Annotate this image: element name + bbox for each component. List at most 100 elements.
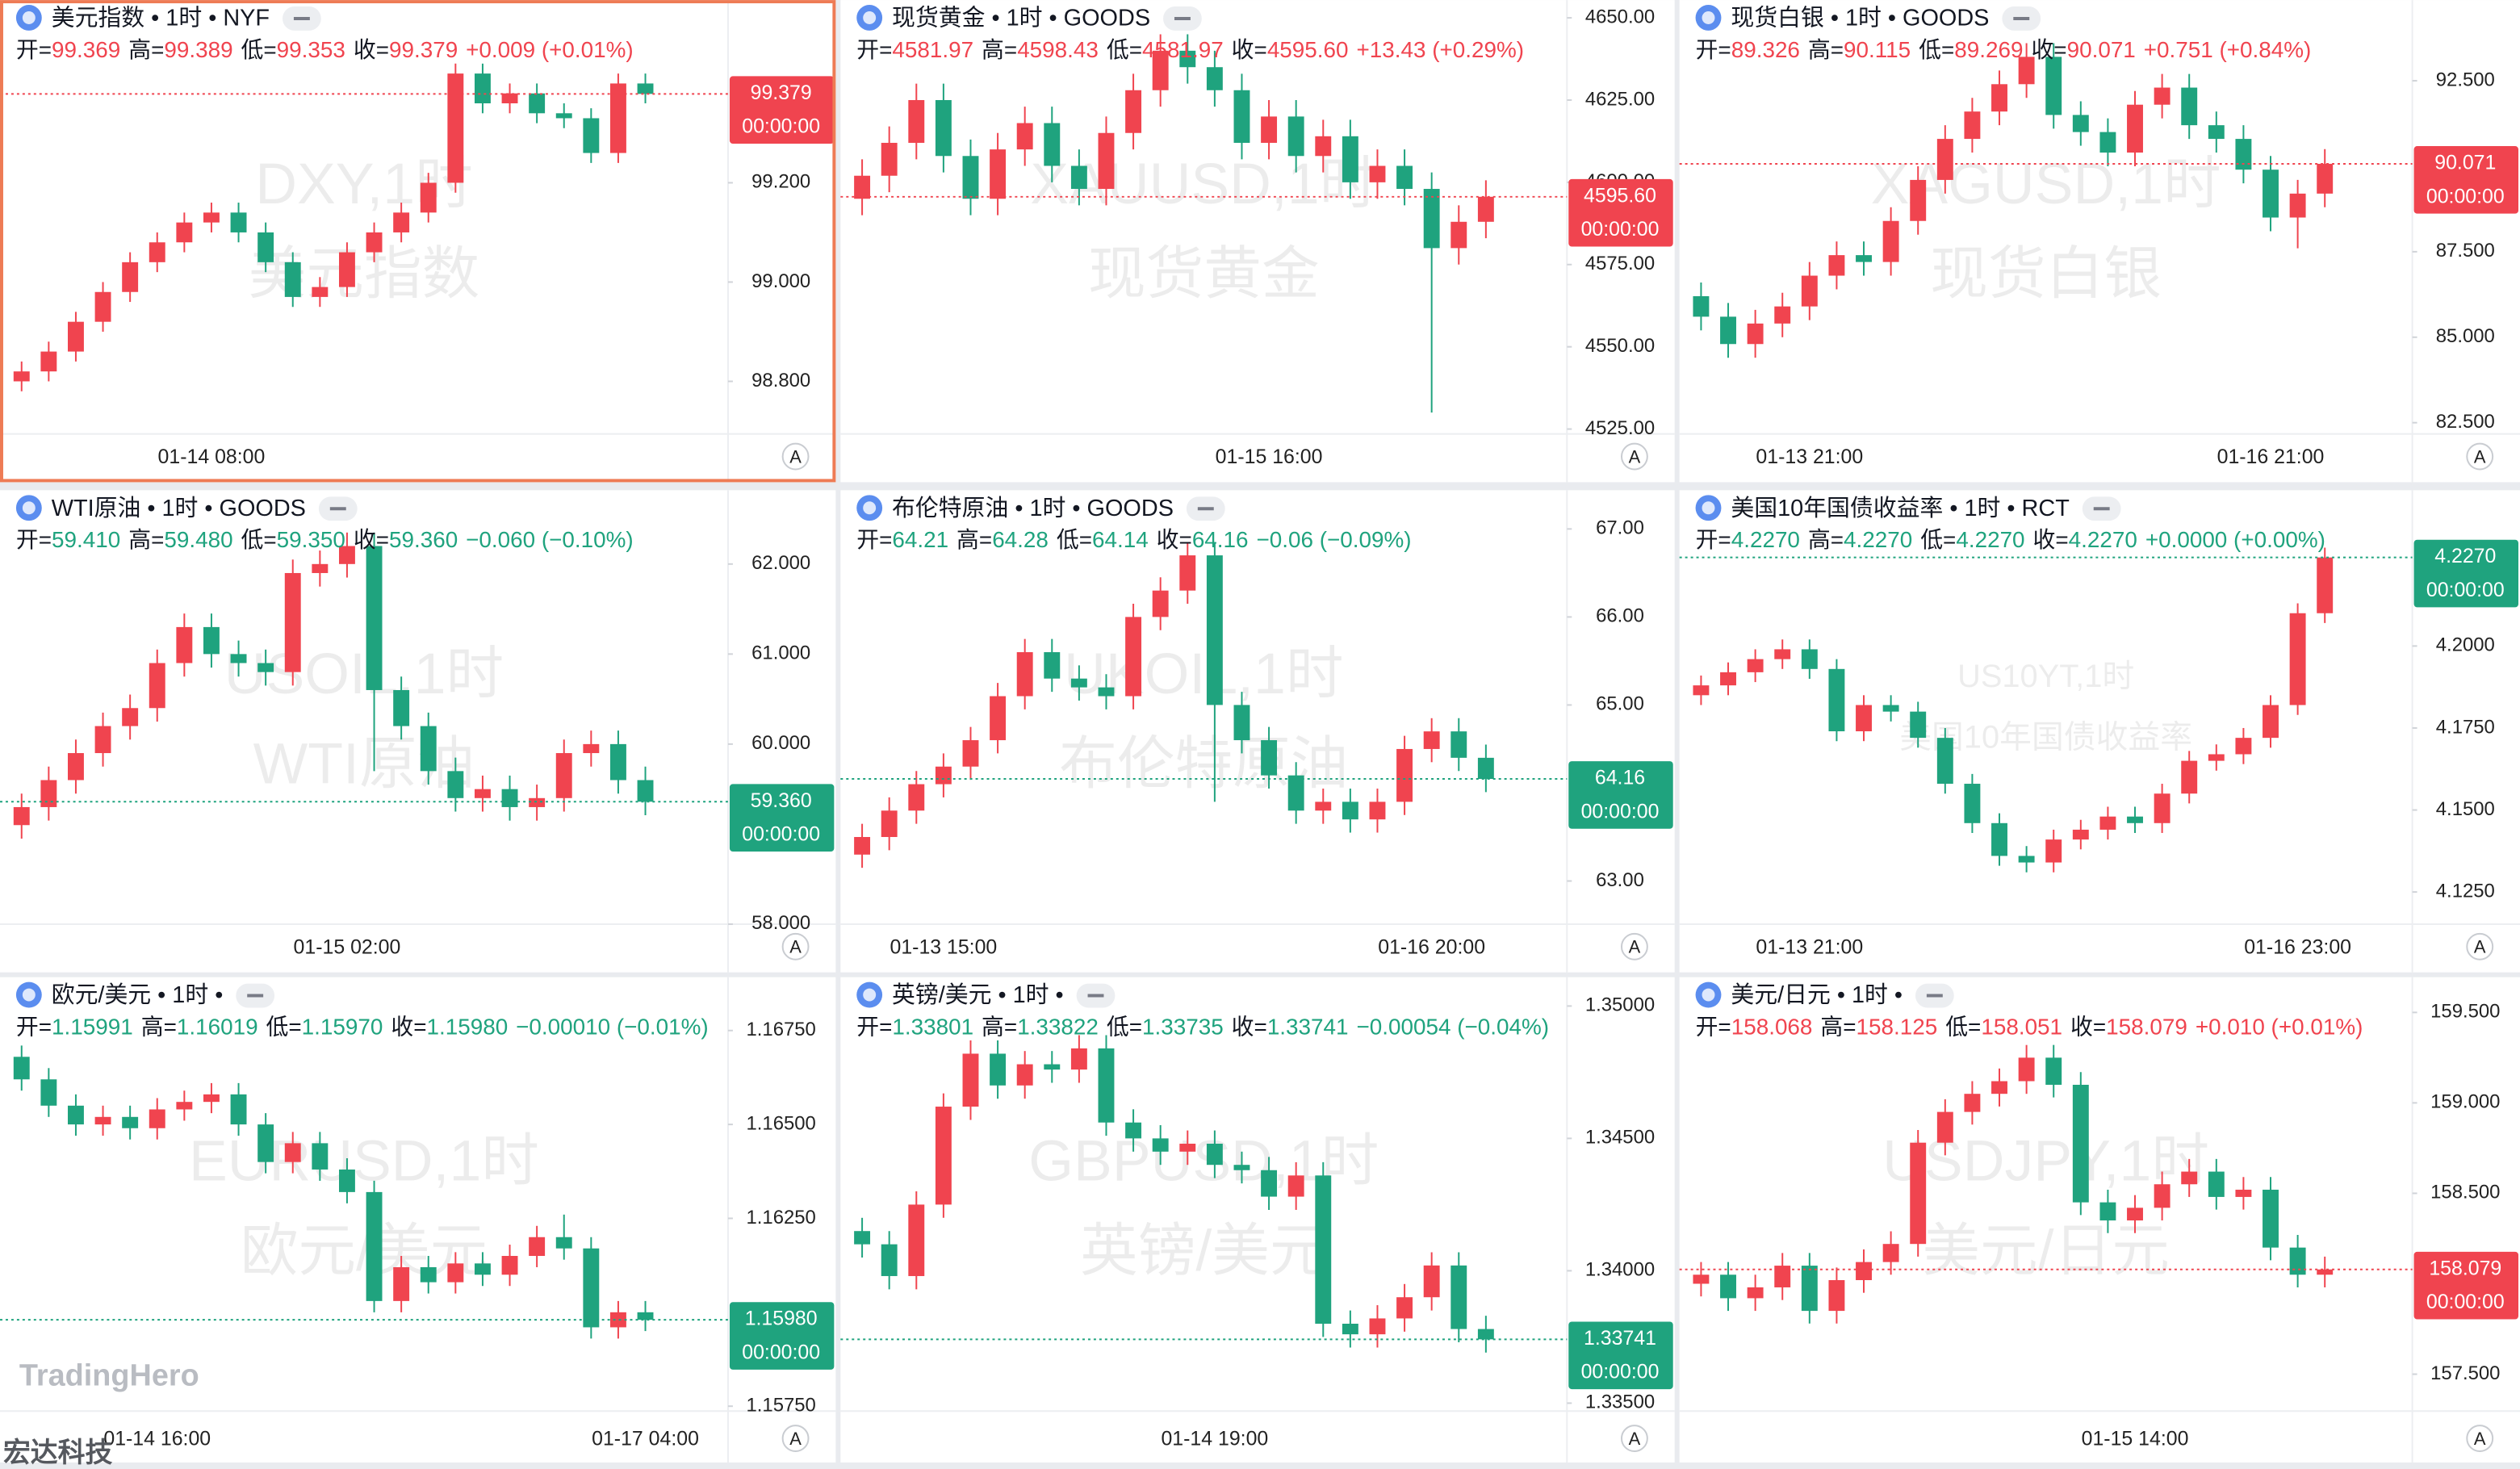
candle-body — [1098, 132, 1115, 190]
ohlc-value: 4598.43 — [1017, 37, 1099, 62]
candle-body — [1774, 1266, 1791, 1287]
scale-button[interactable] — [1620, 442, 1648, 471]
panel-background — [1679, 0, 2520, 483]
ohlc-label: 高= — [128, 37, 164, 62]
scale-button[interactable] — [781, 1425, 810, 1453]
scale-button-label[interactable]: A — [1629, 1429, 1641, 1449]
scale-button-label[interactable]: A — [2474, 446, 2486, 467]
symbol-icon-inner — [22, 501, 36, 515]
candle-body — [1964, 1094, 1981, 1112]
countdown: 00:00:00 — [742, 115, 820, 138]
candle-body — [1206, 1143, 1223, 1166]
scale-button-label[interactable]: A — [2474, 1429, 2486, 1449]
candle-body — [2099, 132, 2116, 153]
candle-body — [2263, 170, 2279, 218]
ohlc-change: −0.00054 (−0.04%) — [1357, 1015, 1550, 1040]
candle-body — [2127, 104, 2143, 153]
ohlc-label: 收= — [1157, 527, 1192, 552]
candle-body — [1991, 84, 2007, 112]
y-tick-label: 1.16500 — [747, 1112, 816, 1134]
candle-body — [94, 1116, 111, 1125]
candle-body — [2018, 1057, 2035, 1082]
candle-body — [2181, 760, 2198, 794]
candle-body — [2263, 705, 2279, 739]
candle-body — [1044, 1064, 1061, 1070]
y-tick-label: 4.1750 — [2436, 716, 2495, 738]
last-price-label: 1.15980 — [745, 1308, 818, 1330]
ohlc-label: 低= — [1107, 1015, 1142, 1040]
ohlc-change: −0.060 (−0.10%) — [466, 527, 634, 552]
candle-body — [13, 806, 30, 826]
logo: TradingHero — [19, 1358, 199, 1392]
chart-title: 美元指数 • 1时 • NYF — [52, 6, 270, 31]
candle-body — [881, 142, 898, 176]
ohlc-value: 4.2270 — [1844, 527, 1912, 552]
scale-button[interactable] — [781, 932, 810, 960]
ohlc-value: 59.360 — [389, 527, 458, 552]
ohlc-line: 开=99.369 高=99.389 低=99.353 收=99.379 +0.009 (… — [16, 37, 634, 62]
y-tick-label: 1.34500 — [1585, 1127, 1655, 1149]
ohlc-label: 收= — [2033, 527, 2069, 552]
candle-body — [122, 262, 139, 292]
candle-body — [2208, 1171, 2225, 1197]
ohlc-value: 4.2270 — [2069, 527, 2137, 552]
scale-button[interactable] — [2466, 932, 2494, 960]
watermark: 现货白银 — [1930, 241, 2162, 306]
candle-body — [2181, 1171, 2198, 1185]
candle-body — [1964, 111, 1981, 140]
candle-body — [1369, 165, 1386, 182]
x-tick-label: 01-13 21:00 — [1756, 935, 1863, 958]
last-price-box — [2413, 539, 2519, 608]
candle-body — [1125, 1122, 1142, 1139]
candle-body — [1910, 711, 1927, 739]
candle-body — [1828, 255, 1845, 276]
last-price-box — [1568, 761, 1673, 829]
candle-body — [1016, 123, 1033, 150]
last-price-box — [1568, 1321, 1673, 1390]
candle-body — [2154, 1184, 2170, 1208]
candle-body — [529, 1237, 546, 1257]
candle-body — [609, 743, 626, 781]
ohlc-change: +13.43 (+0.29%) — [1357, 37, 1525, 62]
candle-body — [2127, 1207, 2143, 1221]
ohlc-label: 开= — [16, 1015, 52, 1040]
candle-body — [1287, 116, 1304, 157]
scale-button[interactable] — [1620, 1425, 1648, 1453]
watermark: US10YT,1时 — [1957, 659, 2134, 694]
candle-body — [1179, 1143, 1196, 1152]
candle-body — [447, 1263, 464, 1283]
scale-button-label[interactable]: A — [1629, 937, 1641, 957]
candle-body — [990, 149, 1007, 199]
panel-background — [840, 490, 1675, 973]
candle-body — [908, 784, 925, 811]
candle-body — [447, 73, 464, 183]
scale-button-label[interactable]: A — [2474, 937, 2486, 957]
candle-body — [474, 73, 491, 104]
candle-body — [1396, 1297, 1413, 1319]
candle-body — [990, 696, 1007, 741]
candle-body — [474, 789, 491, 798]
candle-body — [2235, 1189, 2252, 1197]
scale-button-label[interactable]: A — [789, 937, 802, 957]
scale-button[interactable] — [2466, 1425, 2494, 1453]
y-tick-label: 4.1500 — [2436, 798, 2495, 820]
scale-button[interactable] — [2466, 442, 2494, 471]
scale-button[interactable] — [781, 442, 810, 471]
candle-body — [1179, 555, 1196, 591]
y-tick-label: 87.500 — [2436, 240, 2495, 262]
countdown: 00:00:00 — [2426, 185, 2505, 207]
candle-body — [284, 262, 301, 297]
last-price-box — [1568, 178, 1673, 247]
scale-button-label[interactable]: A — [789, 1429, 802, 1449]
last-price-label: 64.16 — [1595, 767, 1645, 789]
scale-button-label[interactable]: A — [1629, 446, 1641, 467]
candle-body — [1261, 740, 1278, 776]
candle-body — [2072, 1084, 2089, 1203]
candle-body — [94, 291, 111, 322]
candle-body — [609, 83, 626, 153]
candle-body — [881, 1244, 898, 1276]
scale-button[interactable] — [1620, 932, 1648, 960]
scale-button-label[interactable]: A — [789, 446, 802, 467]
last-price-box — [2413, 146, 2519, 214]
